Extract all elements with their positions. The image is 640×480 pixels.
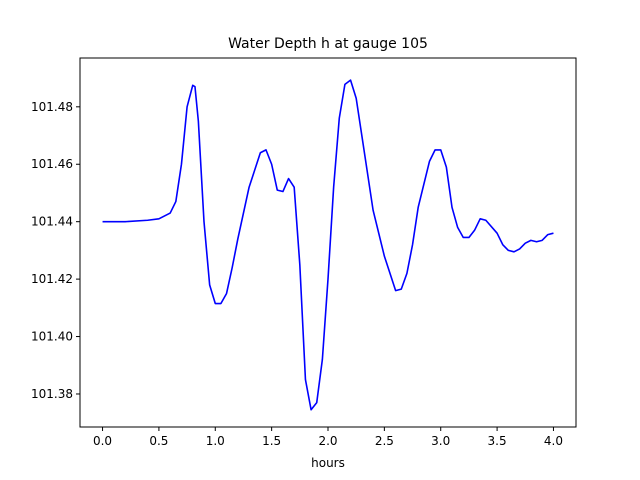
y-tick-label: 101.46: [31, 157, 73, 171]
x-tick-label: 3.0: [431, 434, 450, 448]
x-tick-label: 0.0: [93, 434, 112, 448]
x-axis: 0.0 0.5 1.0 1.5 2.0 2.5 3.0 3.5 4.0: [93, 427, 563, 448]
x-tick-label: 1.5: [262, 434, 281, 448]
x-tick-label: 2.0: [318, 434, 337, 448]
series-layer: [102, 79, 554, 411]
x-tick-label: 3.5: [488, 434, 507, 448]
y-axis: 101.38 101.40 101.42 101.44 101.46 101.48: [31, 100, 80, 401]
x-tick-label: 1.0: [206, 434, 225, 448]
series-line-0: [102, 79, 554, 411]
y-tick-label: 101.38: [31, 387, 73, 401]
y-tick-label: 101.48: [31, 100, 73, 114]
x-tick-label: 0.5: [149, 434, 168, 448]
x-tick-label: 2.5: [375, 434, 394, 448]
y-tick-label: 101.44: [31, 215, 73, 229]
y-tick-label: 101.40: [31, 330, 73, 344]
chart-title: Water Depth h at gauge 105: [228, 36, 428, 52]
x-axis-label: hours: [311, 456, 345, 470]
x-tick-label: 4.0: [544, 434, 563, 448]
y-tick-label: 101.42: [31, 272, 73, 286]
